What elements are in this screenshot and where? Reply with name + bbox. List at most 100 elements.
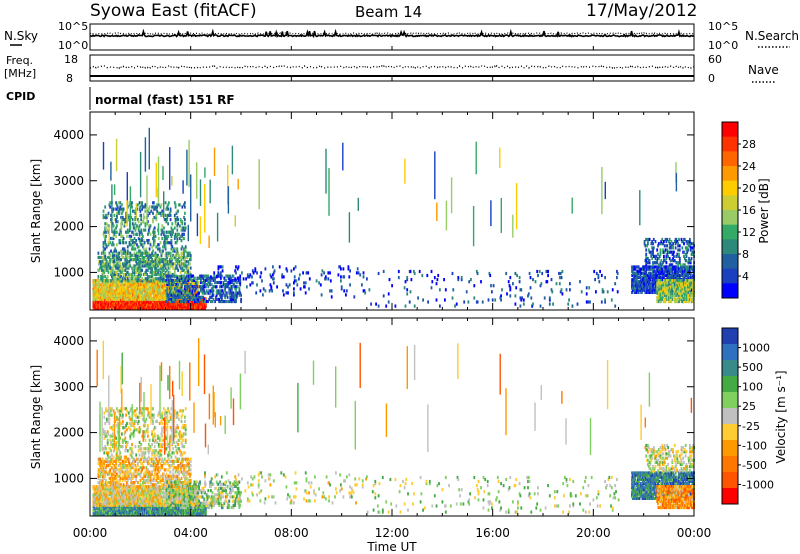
data-cell — [687, 281, 690, 285]
data-cell — [211, 291, 214, 295]
data-cell — [675, 237, 678, 242]
data-cell — [170, 297, 173, 301]
data-cell — [529, 276, 532, 280]
data-cell — [681, 287, 684, 291]
data-cell — [514, 294, 517, 298]
data-cell — [295, 279, 298, 283]
data-cell — [159, 264, 162, 268]
data-cell — [684, 246, 687, 250]
data-cell — [674, 297, 677, 301]
data-cell — [95, 285, 97, 289]
data-cell — [664, 237, 667, 242]
data-cell — [92, 287, 95, 291]
data-cell — [122, 285, 125, 289]
data-cell — [339, 265, 341, 269]
data-cell — [217, 265, 220, 269]
data-cell — [187, 260, 190, 264]
data-streak — [186, 149, 188, 186]
freq-left-tick-top: 18 — [64, 53, 78, 66]
data-cell — [656, 261, 659, 265]
data-cell — [677, 242, 679, 246]
data-cell — [160, 232, 163, 236]
data-cell — [202, 276, 205, 280]
data-cell — [323, 271, 325, 275]
data-cell — [204, 297, 207, 301]
data-cell — [644, 244, 647, 248]
data-cell — [229, 287, 232, 291]
data-cell — [672, 242, 674, 246]
data-cell — [121, 279, 123, 283]
station-title: Syowa East (fitACF) — [90, 1, 257, 21]
cpid-label: CPID — [6, 90, 35, 103]
data-cell — [105, 301, 107, 305]
data-cell — [162, 249, 164, 253]
data-cell — [204, 304, 207, 309]
data-cell — [426, 273, 429, 278]
data-cell — [155, 283, 158, 287]
data-cell — [340, 267, 342, 271]
data-cell — [529, 286, 532, 290]
data-cell — [173, 262, 176, 266]
data-cell — [501, 288, 503, 292]
data-cell — [585, 292, 588, 296]
data-cell — [150, 301, 153, 305]
data-cell — [119, 277, 122, 281]
data-cell — [143, 297, 146, 301]
data-cell — [675, 273, 678, 277]
data-cell — [666, 267, 669, 271]
data-cell — [142, 251, 144, 255]
data-cell — [204, 274, 206, 278]
data-cell — [166, 218, 169, 222]
data-cell — [129, 277, 132, 281]
data-cell — [340, 275, 342, 279]
data-cell — [141, 253, 143, 257]
data-cell — [457, 276, 460, 280]
data-cell — [610, 298, 613, 302]
data-cell — [137, 251, 140, 255]
data-cell — [692, 289, 695, 293]
data-cell — [237, 276, 240, 280]
data-cell — [111, 272, 114, 277]
data-cell — [124, 268, 127, 272]
data-cell — [597, 273, 600, 278]
data-cell — [364, 291, 367, 295]
data-cell — [144, 251, 147, 255]
data-cell — [550, 288, 553, 292]
data-cell — [604, 300, 606, 304]
data-cell — [676, 240, 679, 244]
data-cell — [662, 285, 664, 289]
data-cell — [108, 251, 111, 255]
data-cell — [595, 290, 597, 294]
data-cell — [298, 277, 300, 281]
data-cell — [133, 251, 136, 255]
data-cell — [171, 255, 174, 260]
data-cell — [116, 260, 118, 264]
data-cell — [683, 297, 685, 301]
data-cell — [116, 258, 118, 262]
data-cell — [144, 224, 147, 228]
nave-right-tick-top: 60 — [708, 53, 722, 66]
data-cell — [124, 295, 127, 299]
data-cell — [220, 285, 223, 289]
data-cell — [636, 278, 638, 282]
data-cell — [131, 281, 134, 285]
data-streak — [126, 172, 128, 206]
data-cell — [652, 261, 654, 265]
data-streak — [258, 159, 260, 210]
data-cell — [652, 242, 654, 246]
data-cell — [187, 276, 190, 280]
data-cell — [225, 278, 227, 282]
data-cell — [145, 262, 148, 266]
data-cell — [157, 253, 159, 257]
data-cell — [122, 264, 125, 268]
data-cell — [144, 272, 147, 277]
sky-right-tick-bottom: 10^0 — [708, 39, 738, 52]
data-cell — [180, 285, 183, 289]
data-cell — [141, 232, 143, 236]
data-cell — [196, 287, 199, 291]
data-streak — [143, 213, 145, 224]
data-cell — [640, 271, 643, 275]
data-cell — [363, 289, 366, 293]
data-cell — [657, 256, 660, 261]
data-cell — [145, 209, 148, 213]
